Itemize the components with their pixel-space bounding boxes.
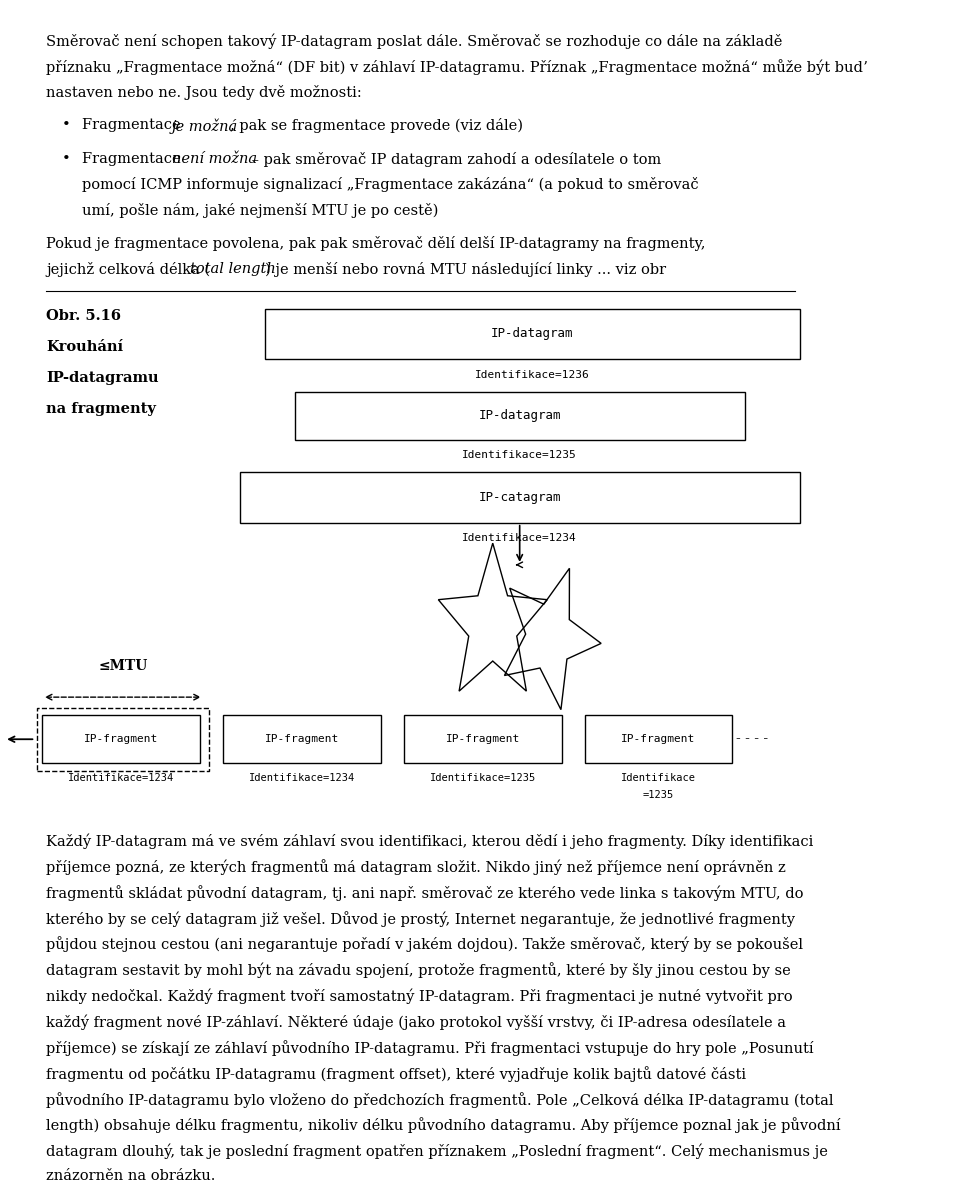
Text: příjemce pozná, ze kterých fragmentů má datagram složit. Nikdo jiný než příjemce: příjemce pozná, ze kterých fragmentů má … xyxy=(46,859,786,875)
Text: IP-fragment: IP-fragment xyxy=(621,734,696,745)
Text: Identifikace=1234: Identifikace=1234 xyxy=(68,772,175,783)
Text: fragmentů skládat původní datagram, tj. ani např. směrovač ze kterého vede link: fragmentů skládat původní datagram, tj. … xyxy=(46,885,804,901)
Text: Identifikace=1235: Identifikace=1235 xyxy=(430,772,537,783)
Text: na fragmenty: na fragmenty xyxy=(46,402,156,416)
Text: ≤MTU: ≤MTU xyxy=(98,659,148,672)
Text: Identifikace: Identifikace xyxy=(621,772,696,783)
Text: IP-fragment: IP-fragment xyxy=(84,734,158,745)
Text: length) obsahuje délku fragmentu, nikoliv délku původního datagramu. Aby příjemc: length) obsahuje délku fragmentu, nikoli… xyxy=(46,1118,841,1133)
Text: datagram dlouhý, tak je poslední fragment opatřen příznakem „Poslední fragment“.: datagram dlouhý, tak je poslední fragmen… xyxy=(46,1143,828,1158)
Text: ) je menší nebo rovná MTU následující linky ... viz obr: ) je menší nebo rovná MTU následující li… xyxy=(265,262,666,277)
Text: umí, pošle nám, jaké nejmenší MTU je po cestě): umí, pošle nám, jaké nejmenší MTU je po … xyxy=(82,203,438,218)
Text: IP-datagram: IP-datagram xyxy=(478,409,561,422)
Text: fragmentu od počátku IP-datagramu (fragment offset), které vyjadřuje kolik bajt: fragmentu od počátku IP-datagramu (fragm… xyxy=(46,1066,747,1081)
Text: Obr. 5.16: Obr. 5.16 xyxy=(46,308,121,322)
Text: příznaku „Fragmentace možná“ (DF bit) v záhlaví IP-datagramu. Příznak „Fragmenta: příznaku „Fragmentace možná“ (DF bit) v … xyxy=(46,60,868,76)
Text: Identifikace=1236: Identifikace=1236 xyxy=(475,369,589,380)
Text: znázorněn na obrázku.: znázorněn na obrázku. xyxy=(46,1169,216,1184)
Text: – pak směrovač IP datagram zahodí a odesílatele o tom: – pak směrovač IP datagram zahodí a ode… xyxy=(247,152,661,166)
Text: - - - -: - - - - xyxy=(736,733,769,746)
Text: jejichž celková délka (: jejichž celková délka ( xyxy=(46,262,210,277)
Text: total length: total length xyxy=(190,262,276,277)
Bar xyxy=(240,472,800,522)
Text: IP-catagram: IP-catagram xyxy=(478,491,561,504)
Text: kterého by se celý datagram již vešel. Důvod je prostý, Internet negarantuje, že: kterého by se celý datagram již vešel. D… xyxy=(46,911,795,926)
Text: Fragmentace: Fragmentace xyxy=(82,152,185,166)
Text: Krouhání: Krouhání xyxy=(46,339,124,354)
Text: nastaven nebo ne. Jsou tedy dvě možnosti:: nastaven nebo ne. Jsou tedy dvě možnosti… xyxy=(46,85,362,100)
Bar xyxy=(404,715,563,764)
Text: Směrovač není schopen takový IP-datagram poslat dále. Směrovač se rozhoduje co: Směrovač není schopen takový IP-datagra… xyxy=(46,34,782,49)
Text: původního IP-datagramu bylo vloženo do předchozích fragmentů. Pole „Celková délk: původního IP-datagramu bylo vloženo do p… xyxy=(46,1091,834,1108)
Text: je možná: je možná xyxy=(172,119,238,134)
Bar xyxy=(265,308,800,358)
Text: nikdy nedočkal. Každý fragment tvoří samostatný IP-datagram. Při fragmentaci je : nikdy nedočkal. Každý fragment tvoří sam… xyxy=(46,988,793,1003)
Bar xyxy=(223,715,381,764)
Text: •: • xyxy=(61,119,70,132)
Text: Identifikace=1235: Identifikace=1235 xyxy=(463,450,577,461)
Text: =1235: =1235 xyxy=(643,789,674,800)
Text: •: • xyxy=(61,152,70,166)
Text: příjemce) se získají ze záhlaví původního IP-datagramu. Při fragmentaci vstupuje: příjemce) se získají ze záhlaví původníh… xyxy=(46,1039,814,1056)
Bar xyxy=(295,391,745,439)
Text: každý fragment nové IP-záhlaví. Některé údaje (jako protokol vyšší vrstvy, či IP: každý fragment nové IP-záhlaví. Některé … xyxy=(46,1014,786,1030)
Text: půjdou stejnou cestou (ani negarantuje pořadí v jakém dojdou). Takže směrovač, : půjdou stejnou cestou (ani negarantuje p… xyxy=(46,936,804,953)
Text: Identifikace=1234: Identifikace=1234 xyxy=(463,533,577,544)
Text: IP-datagram: IP-datagram xyxy=(492,327,573,340)
Text: IP-fragment: IP-fragment xyxy=(446,734,520,745)
Bar xyxy=(42,715,201,764)
Text: IP-datagramu: IP-datagramu xyxy=(46,371,159,385)
Text: Pokud je fragmentace povolena, pak pak směrovač dělí delší IP-datagramy na frag: Pokud je fragmentace povolena, pak pak s… xyxy=(46,236,706,251)
Text: Každý IP-datagram má ve svém záhlaví svou identifikaci, kterou dědí i jeho fragm: Každý IP-datagram má ve svém záhlaví svo… xyxy=(46,832,814,848)
Bar xyxy=(37,707,208,770)
Text: IP-fragment: IP-fragment xyxy=(265,734,339,745)
Text: Identifikace=1234: Identifikace=1234 xyxy=(249,772,355,783)
Text: , pak se fragmentace provede (viz dále): , pak se fragmentace provede (viz dále) xyxy=(230,119,523,134)
Text: pomocí ICMP informuje signalizací „Fragmentace zakázána“ (a pokud to směrovač: pomocí ICMP informuje signalizací „Fragm… xyxy=(82,178,698,192)
Bar xyxy=(585,715,732,764)
Text: datagram sestavit by mohl být na závadu spojení, protože fragmentů, které by šly: datagram sestavit by mohl být na závadu … xyxy=(46,962,791,978)
Text: není možna: není možna xyxy=(172,152,257,166)
Text: Fragmentace: Fragmentace xyxy=(82,119,185,132)
